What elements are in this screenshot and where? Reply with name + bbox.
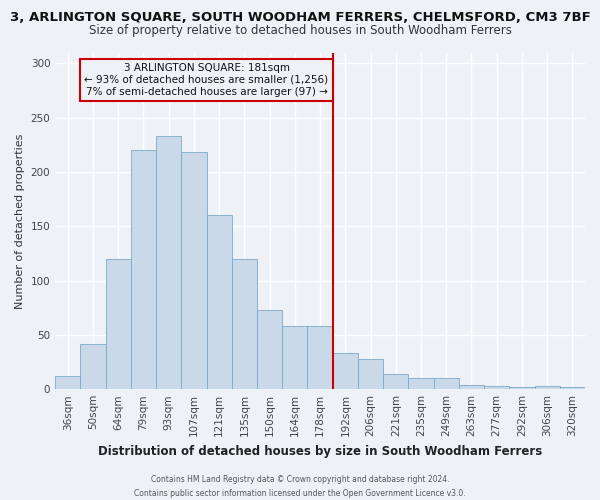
Text: 3, ARLINGTON SQUARE, SOUTH WOODHAM FERRERS, CHELMSFORD, CM3 7BF: 3, ARLINGTON SQUARE, SOUTH WOODHAM FERRE…	[10, 11, 590, 24]
Bar	[383, 374, 409, 389]
Bar	[509, 387, 535, 389]
Text: Size of property relative to detached houses in South Woodham Ferrers: Size of property relative to detached ho…	[89, 24, 511, 37]
Bar	[181, 152, 206, 389]
Bar	[434, 378, 459, 389]
Bar	[358, 359, 383, 389]
Bar	[257, 310, 282, 389]
Bar	[459, 385, 484, 389]
Bar	[307, 326, 332, 389]
Bar	[409, 378, 434, 389]
Bar	[131, 150, 156, 389]
Text: Contains HM Land Registry data © Crown copyright and database right 2024.
Contai: Contains HM Land Registry data © Crown c…	[134, 476, 466, 498]
Bar	[484, 386, 509, 389]
Bar	[535, 386, 560, 389]
Text: 3 ARLINGTON SQUARE: 181sqm
← 93% of detached houses are smaller (1,256)
7% of se: 3 ARLINGTON SQUARE: 181sqm ← 93% of deta…	[85, 64, 329, 96]
Bar	[206, 216, 232, 389]
Bar	[80, 344, 106, 389]
Bar	[55, 376, 80, 389]
X-axis label: Distribution of detached houses by size in South Woodham Ferrers: Distribution of detached houses by size …	[98, 444, 542, 458]
Bar	[560, 387, 585, 389]
Bar	[156, 136, 181, 389]
Y-axis label: Number of detached properties: Number of detached properties	[15, 133, 25, 308]
Bar	[282, 326, 307, 389]
Bar	[332, 354, 358, 389]
Bar	[106, 259, 131, 389]
Bar	[232, 259, 257, 389]
